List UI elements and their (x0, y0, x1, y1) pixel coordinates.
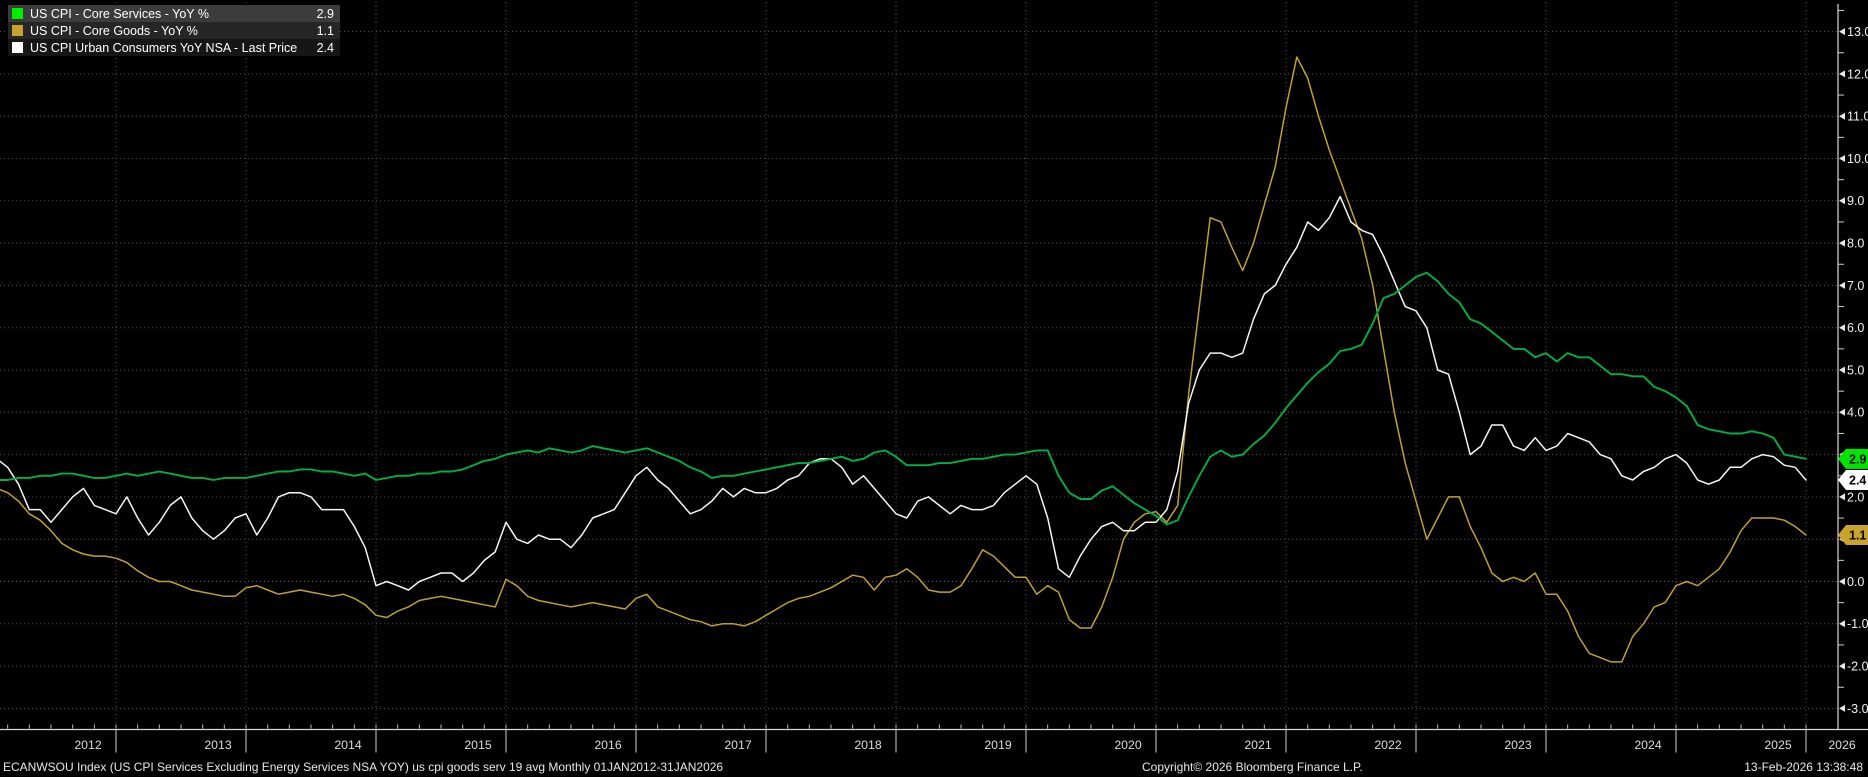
x-axis-label-2018: 2018 (854, 738, 882, 752)
legend-row-2[interactable]: US CPI Urban Consumers YoY NSA - Last Pr… (8, 39, 340, 56)
y-axis-label: 11.0 (1847, 110, 1868, 124)
axis-badge-1.1: 1.1 (1838, 524, 1868, 545)
series-line-2[interactable] (0, 195, 1807, 591)
x-axis-label-2024: 2024 (1634, 738, 1662, 752)
footer-security-info: ECANWSOU Index (US CPI Services Excludin… (3, 760, 724, 774)
gridlines (0, 2, 1838, 729)
x-axis-label-2023: 2023 (1504, 738, 1532, 752)
axis-badge-2.4: 2.4 (1838, 469, 1868, 490)
series-line-1[interactable] (0, 56, 1807, 663)
x-axis-label-2016: 2016 (594, 738, 622, 752)
svg-text:1.1: 1.1 (1849, 529, 1866, 543)
y-axis-label: -2.0 (1847, 660, 1868, 674)
x-axis-label-2026: 2026 (1828, 738, 1856, 752)
series-swatch-icon (12, 8, 23, 19)
x-axis-label-2020: 2020 (1114, 738, 1142, 752)
x-axis-label-2017: 2017 (724, 738, 752, 752)
legend-label: US CPI - Core Goods - YoY % (30, 23, 198, 38)
series-line-0[interactable] (0, 271, 1807, 526)
legend-label: US CPI Urban Consumers YoY NSA - Last Pr… (30, 40, 298, 55)
svg-text:2.9: 2.9 (1849, 452, 1866, 466)
y-axis-label: 8.0 (1847, 237, 1864, 251)
footer-bar: ECANWSOU Index (US CPI Services Excludin… (0, 757, 1868, 777)
x-axis-label-2014: 2014 (334, 738, 362, 752)
legend-value: 2.9 (316, 6, 334, 21)
legend-row-1[interactable]: US CPI - Core Goods - YoY % 1.1 (8, 22, 340, 39)
y-axis-label: 4.0 (1847, 406, 1864, 420)
legend-panel: US CPI - Core Services - YoY % 2.9 US CP… (8, 5, 340, 56)
y-axis-label: 13.0 (1847, 25, 1868, 39)
x-axis-label-2021: 2021 (1244, 738, 1272, 752)
y-axis-label: 2.0 (1847, 490, 1864, 504)
y-axis-label: 0.0 (1847, 575, 1864, 589)
footer-timestamp: 13-Feb-2026 13:38:48 (1744, 760, 1863, 774)
x-axis-label-2022: 2022 (1374, 738, 1402, 752)
x-axis-label-2019: 2019 (984, 738, 1012, 752)
legend-row-0[interactable]: US CPI - Core Services - YoY % 2.9 (8, 5, 340, 22)
axis-badge-2.9: 2.9 (1838, 448, 1868, 469)
legend-label: US CPI - Core Services - YoY % (30, 6, 210, 21)
chart-canvas[interactable]: 13.0 12.0 11.0 10.0 9.0 8.0 7.0 6.0 5.0 4.0 2.0 0.0… (0, 0, 1868, 757)
y-axis-label: 9.0 (1847, 194, 1864, 208)
y-axis-label: -3.0 (1847, 702, 1868, 716)
x-axis-label-2015: 2015 (464, 738, 492, 752)
y-axis-label: -1.0 (1847, 617, 1868, 631)
x-axis-label-2012: 2012 (74, 738, 102, 752)
y-axis-label: 7.0 (1847, 279, 1864, 293)
y-axis-label: 10.0 (1847, 152, 1868, 166)
x-axis-label-2013: 2013 (204, 738, 232, 752)
y-axis-label: 12.0 (1847, 67, 1868, 81)
series-swatch-icon (12, 25, 23, 36)
legend-value: 2.4 (316, 40, 334, 55)
series-swatch-icon (12, 42, 23, 53)
x-axis-label-2025: 2025 (1764, 738, 1792, 752)
y-axis-label: 6.0 (1847, 321, 1864, 335)
y-axis-label: 5.0 (1847, 363, 1864, 377)
legend-value: 1.1 (316, 23, 334, 38)
svg-text:2.4: 2.4 (1849, 474, 1866, 488)
footer-copyright: Copyright© 2026 Bloomberg Finance L.P. (1142, 760, 1363, 774)
